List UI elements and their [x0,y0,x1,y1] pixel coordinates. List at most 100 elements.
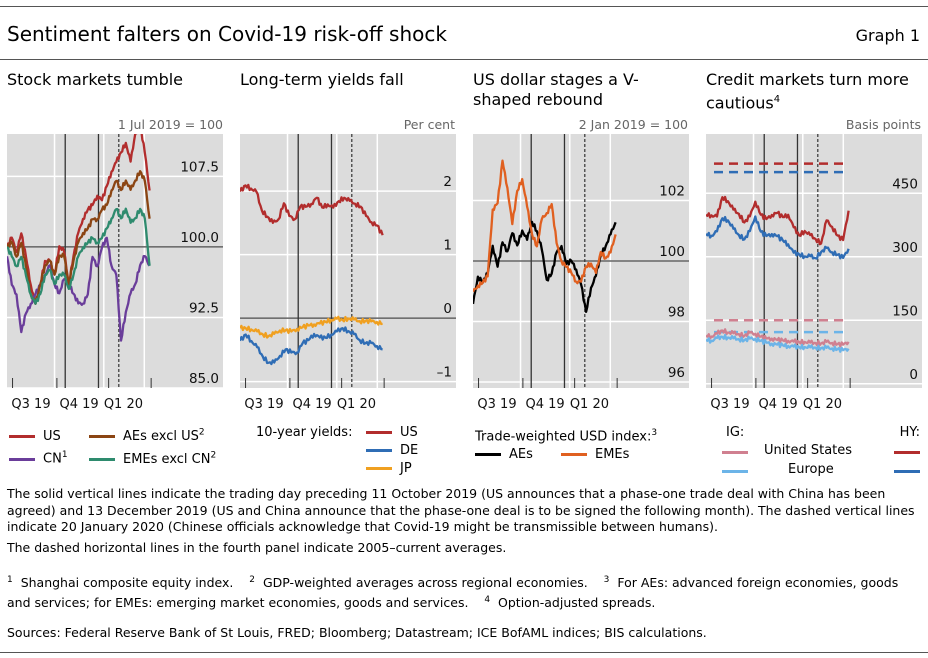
panel-4-legend: IG: HY: United States Europe [722,424,920,480]
x-tick-label: Q1 20 [104,397,143,412]
x-tick-label: Q1 20 [337,397,376,412]
y-tick-label: 300 [892,240,918,256]
y-tick-label: 2 [443,174,452,190]
panel-3-legend: Trade-weighted USD index:3 AEs EMEs [475,424,657,464]
panel-1-legend: US AEs excl US2 CN1 EMEs excl CN2 [9,424,216,469]
legend-footnote: 3 [651,428,658,438]
panel-4-title-text: Credit markets turn more cautious [706,70,909,113]
x-tick-label: Q3 19 [477,397,516,412]
legend-footnote: 2 [198,428,205,438]
x-tick-label: Q4 19 [758,397,797,412]
top-rule [0,6,928,7]
series-line-emes [473,159,617,293]
y-tick-label: 100.0 [180,230,219,246]
notes-footnotes: 1 Shanghai composite equity index. 2 GDP… [7,572,922,611]
legend-row: US AEs excl US2 [9,424,216,446]
footnote-4: 4 Option-adjusted spreads. [484,594,656,610]
y-tick-label: 150 [892,303,918,319]
footnote-3: 3 For AEs: advanced foreign economies, g… [7,575,899,610]
legend-item-cn: CN1 [9,446,89,468]
plot-background [240,134,456,388]
y-tick-label: 96 [668,365,685,381]
y-tick-label: 0 [443,301,452,317]
legend-row: JP [256,460,418,478]
x-tick-label: Q4 19 [525,397,564,412]
legend-label: EMEs excl CN [123,451,211,467]
panel-2-unit: Per cent [403,117,455,132]
series-line-jp [240,315,383,339]
legend-label: US [43,429,61,445]
y-tick-label: 107.5 [180,159,219,175]
legend-row: United States [722,442,920,461]
panel-4-title: Credit markets turn more cautious4 [706,70,921,113]
legend-ig-label: IG: [726,425,745,440]
x-tick-label: Q3 19 [244,397,283,412]
legend-swatch-hy-us [894,451,920,454]
graph-title: Sentiment falters on Covid-19 risk-off s… [7,22,447,46]
legend-item-aes: AEs [475,446,561,464]
legend-swatch [475,453,501,457]
legend-swatch [89,457,115,461]
x-tick-label: Q1 20 [570,397,609,412]
legend-row: Europe [722,461,920,480]
panel-2-chart: 2 1 0 –1 Q3 19 Q4 19 Q1 20 [240,134,456,412]
panel-4-title-footnote: 4 [773,94,781,105]
y-tick-label: 98 [668,304,685,320]
x-tick-label: Q3 19 [11,397,50,412]
legend-footnote: 1 [61,450,68,461]
legend-hy-label: HY: [899,425,920,440]
panel-3-title: US dollar stages a V-shaped rebound [473,70,653,110]
legend-row: DE [256,442,418,460]
legend-prefix: Trade-weighted USD index: [475,429,652,445]
series-line-aes [473,220,617,313]
legend-swatch [9,435,35,439]
graph-number: Graph 1 [855,26,920,45]
series-line-us [7,134,151,305]
legend-swatch [366,431,392,434]
series-line-emes-excl-cn [7,207,151,305]
legend-swatch-ig-us [722,451,748,454]
legend-row: AEs EMEs [475,446,657,464]
footnote-1: 1 Shanghai composite equity index. [7,575,234,591]
legend-swatch-hy-europe [894,470,920,473]
panel-2-legend: 10-year yields: US DE JP [256,424,418,478]
series-line-hy-europe [706,215,850,260]
y-tick-label: 1 [443,238,452,254]
legend-label: JP [400,461,412,476]
footnote-2: 2 GDP-weighted averages across regional … [249,575,588,591]
legend-item-emes: EMEs [561,447,629,462]
legend-label: DE [400,443,419,458]
panel-4-unit: Basis points [845,117,921,132]
x-tick-label: Q1 20 [803,397,842,412]
legend-prefix: 10-year yields: [256,425,353,440]
series-line-ig-europe [706,333,850,353]
legend-footnote: 2 [210,450,217,461]
notes-dashed: The dashed horizontal lines in the fourt… [7,540,507,555]
series-line-ig-united-states [706,328,850,348]
bottom-rule [0,652,928,653]
panel-3-unit: 2 Jan 2019 = 100 [578,117,688,132]
legend-row: IG: HY: [722,424,920,442]
y-tick-label: 85.0 [189,371,219,387]
legend-label: United States [764,443,853,458]
series-line-cn [7,236,151,342]
legend-swatch [366,467,392,470]
series-line-hy-united-states [706,195,850,246]
legend-label: AEs excl US [123,429,199,445]
legend-label: Europe [788,462,834,477]
legend-item-us: US [9,428,89,446]
legend-item-aes-excl-us: AEs excl US2 [89,428,205,445]
y-tick-label: –1 [437,365,452,381]
legend-swatch [561,453,587,457]
panel-1-unit: 1 Jul 2019 = 100 [117,117,223,132]
legend-swatch [9,457,35,461]
legend-label: EMEs [595,447,630,463]
legend-row: Trade-weighted USD index:3 [475,424,657,446]
panel-1-title: Stock markets tumble [7,70,184,89]
legend-row: 10-year yields: US [256,424,418,442]
notes-main: The solid vertical lines indicate the tr… [7,486,915,534]
legend-label: AEs [509,447,533,463]
legend-swatch [366,449,392,452]
panel-3-title-text: US dollar stages a V-shaped rebound [473,70,639,109]
panel-4-chart: 450 300 150 0 Q3 19 Q4 19 Q1 20 [706,134,922,412]
